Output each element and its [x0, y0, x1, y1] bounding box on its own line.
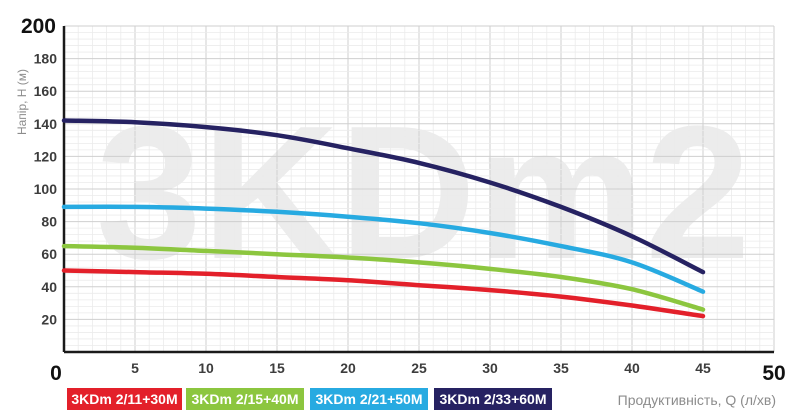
y-tick-label: 60: [41, 246, 57, 262]
series-line: [61, 243, 706, 312]
series-line: [61, 204, 706, 294]
y-tick-label: 160: [34, 83, 58, 99]
legend-swatch: [67, 388, 182, 410]
x-tick-label: 15: [269, 360, 285, 376]
performance-curves: [61, 118, 706, 319]
legend-swatch: [434, 388, 552, 410]
x-tick-label: 10: [198, 360, 214, 376]
series-line: [61, 268, 706, 319]
y-axis-label: Напір, H (м): [15, 69, 29, 135]
x-tick-label: 50: [762, 362, 785, 385]
x-axis-label: Продуктивність, Q (л/хв): [618, 392, 776, 408]
y-tick-label: 140: [34, 116, 58, 132]
axes: [62, 26, 774, 354]
x-tick-label: 30: [482, 360, 498, 376]
legend-label: 3KDm 2/15+40M: [191, 391, 298, 407]
x-tick-label: 5: [131, 360, 139, 376]
legend-label: 3KDm 2/21+50M: [315, 391, 422, 407]
x-tick-label: 0: [50, 362, 62, 385]
y-tick-label: 100: [34, 181, 58, 197]
y-tick-label: 180: [34, 51, 58, 67]
legend-label: 3KDm 2/11+30M: [71, 391, 177, 407]
legend-swatch: [310, 388, 428, 410]
y-tick-label: 120: [34, 148, 58, 164]
y-tick-label: 80: [41, 214, 57, 230]
x-tick-label: 35: [553, 360, 569, 376]
y-tick-label: 20: [41, 311, 57, 327]
y-tick-label: 40: [41, 279, 57, 295]
x-tick-label: 20: [340, 360, 356, 376]
series-line: [61, 118, 706, 275]
x-tick-labels: 0 5 10 15 20 25 30 35 40 45 50: [50, 360, 786, 385]
x-tick-label: 40: [624, 360, 640, 376]
legend-swatch: [186, 388, 304, 410]
x-tick-label: 25: [411, 360, 427, 376]
x-tick-label: 45: [695, 360, 711, 376]
grid: [63, 25, 775, 353]
legend-label: 3KDm 2/33+60M: [439, 391, 546, 407]
y-tick-labels: 20 40 60 80 100 120 140 160 180 200: [21, 15, 57, 327]
y-tick-label: 200: [21, 15, 56, 38]
legend: 3KDm 2/11+30M 3KDm 2/15+40M 3KDm 2/21+50M 3…: [67, 388, 552, 410]
